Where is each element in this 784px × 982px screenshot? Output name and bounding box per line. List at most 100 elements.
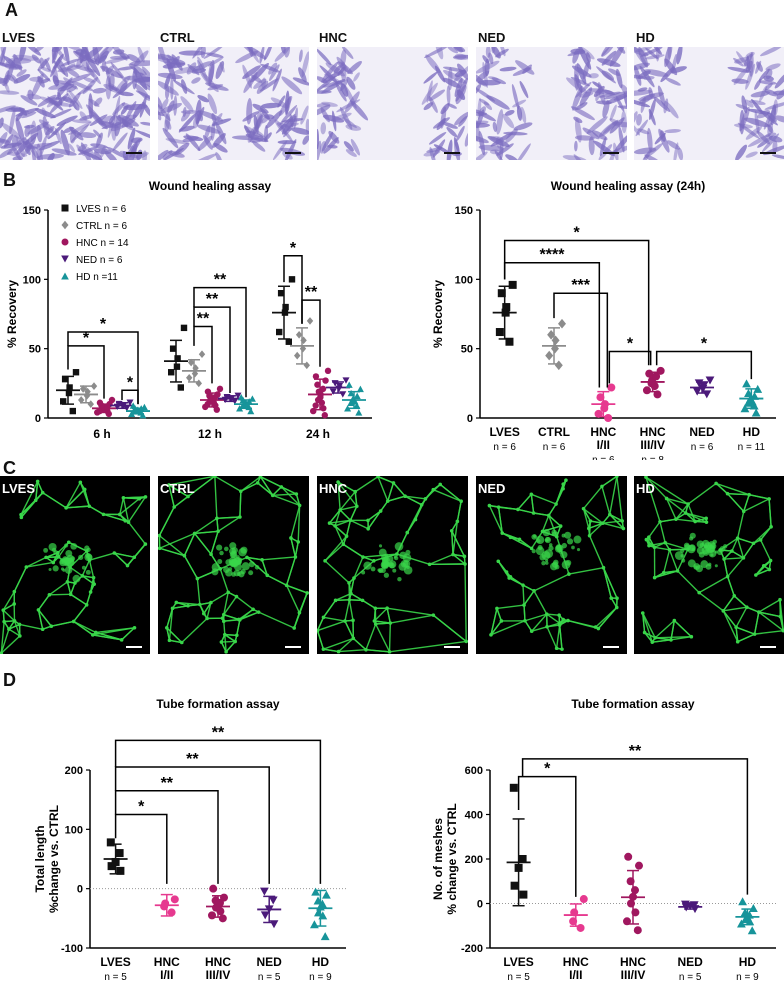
stained-cell <box>93 148 112 155</box>
stained-cell <box>317 140 322 160</box>
series-hd <box>126 381 366 419</box>
tube-segment <box>317 617 325 631</box>
group-ctrl <box>542 318 566 371</box>
tube-segment <box>768 498 772 527</box>
data-point <box>260 911 270 920</box>
tube-segment <box>194 517 218 534</box>
tube-segment <box>48 581 68 596</box>
stained-cell <box>172 79 195 95</box>
tube-segment <box>173 495 189 508</box>
tube-segment <box>322 599 337 618</box>
tube-segment <box>89 577 95 593</box>
tube-segment <box>353 556 364 579</box>
legend-label: NED n = 6 <box>76 255 123 266</box>
tube-segment <box>496 604 525 610</box>
tube-segment <box>119 498 140 516</box>
tube-segment <box>601 476 618 488</box>
tube-segment <box>348 599 354 621</box>
cell-cluster <box>723 544 728 549</box>
stained-cell <box>609 104 617 121</box>
tube-segment <box>194 532 212 555</box>
stained-cell <box>457 63 468 80</box>
stained-cell <box>21 111 37 119</box>
tube-node <box>260 558 264 562</box>
tube-segment <box>323 648 339 653</box>
data-point <box>161 899 170 908</box>
tube-segment <box>451 530 454 555</box>
stained-cell <box>213 142 228 153</box>
group-hnc-iii-iv <box>621 852 645 935</box>
tube-segment <box>451 520 458 532</box>
tube-segment <box>731 550 744 559</box>
tube-segment <box>224 634 227 652</box>
stained-cell <box>639 149 652 160</box>
stained-cell <box>598 91 621 98</box>
tube-segment <box>367 510 382 530</box>
data-point <box>208 911 216 920</box>
legend-marker <box>61 238 69 246</box>
stained-cell <box>305 118 309 135</box>
data-point <box>624 852 633 861</box>
stained-cell <box>660 66 675 83</box>
stained-cell <box>263 132 272 142</box>
tube-segment <box>698 575 728 594</box>
tube-segment <box>533 573 570 592</box>
stained-cell <box>488 52 494 65</box>
data-point <box>234 392 242 400</box>
stained-cell <box>42 116 50 140</box>
stained-cell <box>3 134 14 148</box>
stained-cell <box>601 50 617 66</box>
data-point <box>312 373 320 380</box>
data-point <box>191 369 199 378</box>
data-point <box>508 280 517 289</box>
data-point <box>336 382 344 390</box>
stained-cell <box>19 47 27 62</box>
stained-cell <box>423 102 434 111</box>
tube-segment <box>490 608 498 635</box>
tube-segment <box>337 481 356 493</box>
group-lves <box>506 783 531 907</box>
tube-total-length-chart: Tube formation assay -100 0 100 200 Total len… <box>33 697 346 980</box>
x-tick-label: HNC <box>205 955 231 969</box>
stained-cell <box>108 47 128 61</box>
tube-segment <box>433 489 462 502</box>
tube-segment <box>262 556 296 561</box>
tube-segment <box>84 489 90 507</box>
stained-cell <box>112 132 128 152</box>
tube-segment <box>654 620 675 639</box>
tube-segment <box>548 503 557 516</box>
stained-cell <box>446 127 458 138</box>
tube-node <box>704 520 709 524</box>
stained-cell <box>317 103 331 108</box>
significance-bracket <box>193 306 231 394</box>
tube-segment <box>726 576 735 597</box>
tube-texture <box>158 476 309 654</box>
stained-cell <box>0 131 8 151</box>
stained-cell <box>602 100 610 118</box>
data-point <box>269 920 279 929</box>
stained-cell <box>63 126 74 134</box>
tube-segment <box>736 511 745 539</box>
data-point <box>329 388 337 395</box>
cell-cluster <box>53 550 58 555</box>
stained-cell <box>776 88 784 100</box>
tube-segment <box>497 507 503 534</box>
data-point <box>345 381 353 388</box>
stained-cell <box>653 96 671 112</box>
tube-segment <box>329 519 351 524</box>
tube-label-ctrl: CTRL <box>160 481 195 496</box>
stained-cell <box>249 48 260 63</box>
significance-bracket <box>67 331 139 405</box>
chart-title: Wound healing assay (24h) <box>551 179 705 193</box>
stained-cell <box>50 108 72 119</box>
tube-segment <box>158 535 185 557</box>
data-point <box>319 385 327 393</box>
x-tick-label: NED <box>678 955 704 969</box>
data-point <box>126 399 134 406</box>
stained-cell <box>140 121 150 126</box>
tube-segment <box>389 640 467 653</box>
stained-cell <box>180 96 194 112</box>
data-point <box>594 409 603 418</box>
tube-segment <box>51 620 74 627</box>
cell-cluster <box>681 558 686 563</box>
